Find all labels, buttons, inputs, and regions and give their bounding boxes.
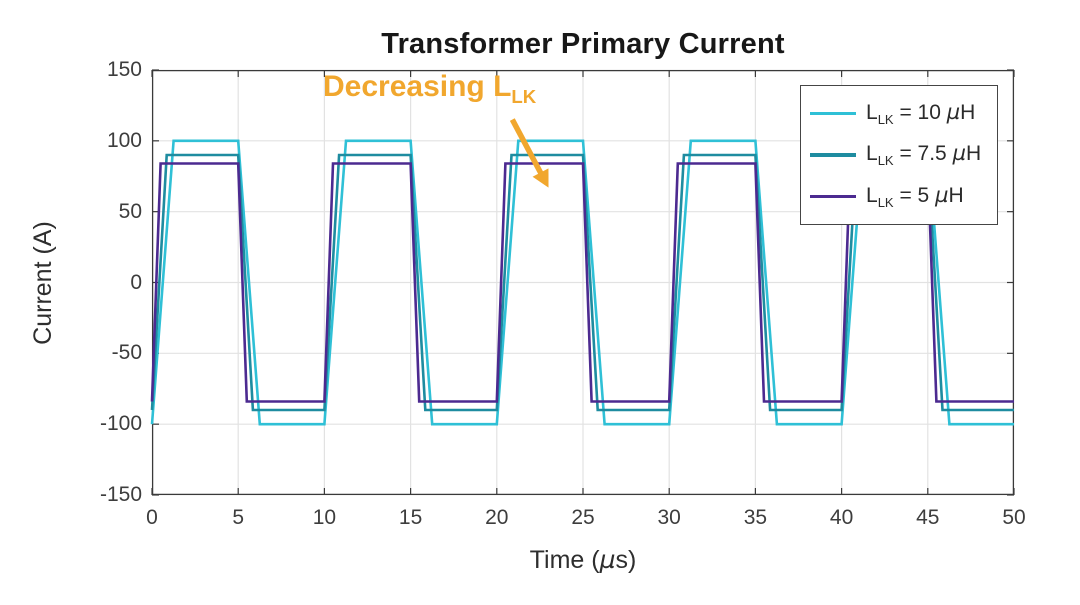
x-axis-label-unit: s) — [615, 546, 637, 574]
legend-label: LLK = 7.5 µH — [866, 141, 982, 169]
x-tick-label: 20 — [485, 506, 509, 529]
series-line-llk-5uH — [150, 162, 1014, 403]
y-tick-label: -50 — [111, 341, 142, 365]
y-tick-label: 100 — [106, 128, 142, 152]
plot-canvas — [150, 69, 1015, 496]
y-tick-label: -100 — [99, 412, 142, 436]
legend-line-swatch — [810, 194, 856, 198]
legend-line-swatch — [810, 112, 856, 116]
x-tick-label: 15 — [398, 506, 423, 529]
annotation-arrow-head — [532, 168, 549, 188]
mu-symbol: µ — [946, 100, 961, 125]
x-tick-label: 45 — [916, 506, 940, 529]
annotation-decreasing-llk: Decreasing LLK — [323, 70, 536, 108]
legend-label: LLK = 10 µH — [866, 100, 976, 128]
x-tick-label: 10 — [312, 506, 337, 529]
x-axis-label: Time (µs) — [152, 545, 1014, 575]
legend-item-llk-7p5uH: LLK = 7.5 µH — [810, 141, 997, 169]
series-line-llk-7p5uH — [150, 153, 1014, 412]
x-tick-label: 40 — [829, 506, 854, 529]
series-line-llk-10uH — [150, 139, 1014, 426]
legend-line-swatch — [810, 153, 856, 157]
chart-title: Transformer Primary Current — [381, 28, 785, 60]
x-tick-label: 35 — [743, 506, 768, 529]
annotation-arrow-shaft — [509, 118, 545, 178]
mu-symbol: µ — [935, 182, 949, 207]
x-tick-label: 25 — [571, 506, 595, 529]
y-tick-label: 50 — [118, 199, 142, 223]
mu-symbol: µ — [599, 545, 616, 574]
x-tick-label: 0 — [146, 506, 158, 529]
y-tick-label: 150 — [106, 58, 142, 81]
annotation-subscript: LK — [511, 86, 537, 107]
legend: LLK = 10 µH LLK = 7.5 µH LLK = 5 µH — [800, 85, 998, 225]
x-axis-label-text: Time ( — [529, 546, 600, 574]
y-tick-label: 0 — [130, 270, 142, 294]
legend-label: LLK = 5 µH — [866, 182, 964, 210]
mu-symbol: µ — [952, 141, 966, 166]
x-tick-label: 5 — [232, 506, 245, 529]
y-tick-label: -150 — [99, 483, 142, 506]
legend-item-llk-5uH: LLK = 5 µH — [810, 183, 997, 210]
y-axis-label: Current (A) — [29, 221, 57, 345]
annotation-text: Decreasing L — [323, 70, 512, 103]
legend-item-llk-10uH: LLK = 10 µH — [810, 100, 997, 127]
plot-area: Decreasing LLK LLK = 10 µH LLK = 7.5 µH LL… — [150, 69, 1015, 496]
x-tick-label: 50 — [1002, 506, 1026, 529]
x-tick-label: 30 — [657, 506, 681, 529]
